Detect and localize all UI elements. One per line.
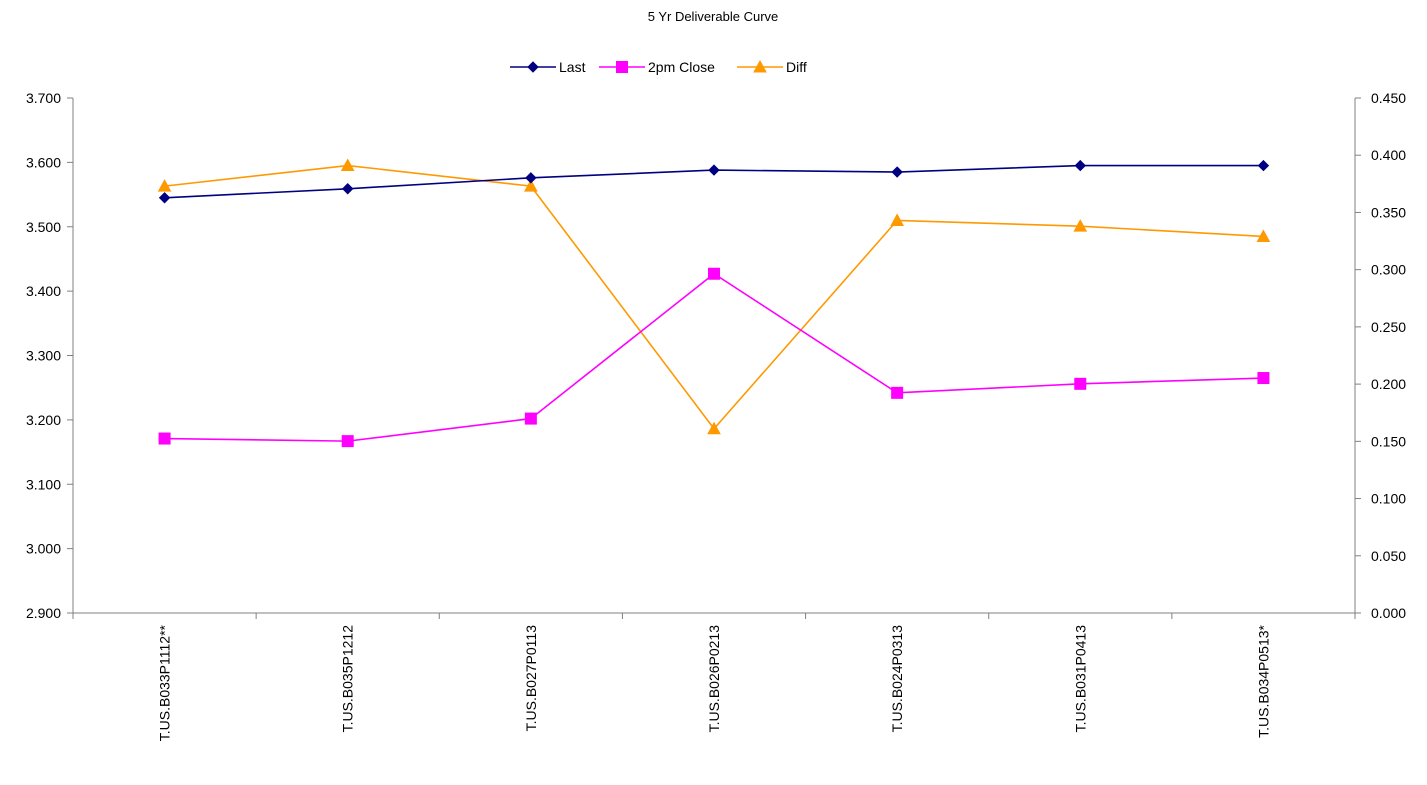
- x-tick-label: T.US.B035P1212: [340, 625, 356, 733]
- legend-label: Last: [559, 59, 586, 75]
- data-point: [342, 183, 354, 195]
- left-tick-label: 3.000: [26, 541, 61, 557]
- chart-title: 5 Yr Deliverable Curve: [648, 9, 779, 24]
- right-tick-label: 0.350: [1371, 204, 1406, 220]
- data-point: [1257, 159, 1270, 172]
- left-tick-label: 3.600: [26, 154, 61, 170]
- legend-marker: [527, 61, 539, 73]
- data-point: [707, 421, 721, 435]
- axes: 2.900 3.000 3.100 3.200 3.300 3.400 3.500 3.600…: [26, 90, 1406, 741]
- legend-item: Last: [510, 59, 586, 75]
- data-point: [891, 166, 903, 178]
- legend-item: Diff: [737, 59, 807, 75]
- data-point: [340, 158, 355, 172]
- right-tick-label: 0.150: [1371, 433, 1406, 449]
- legend-marker: [753, 59, 767, 73]
- right-tick-label: 0.050: [1371, 548, 1406, 564]
- x-tick-label: T.US.B031P0413: [1072, 625, 1088, 733]
- left-tick-label: 3.300: [26, 348, 61, 364]
- left-tick-label: 3.100: [26, 476, 61, 492]
- data-point: [158, 192, 171, 204]
- left-tick-label: 2.900: [26, 605, 61, 621]
- data-point: [890, 213, 904, 226]
- series-last: [158, 159, 1270, 204]
- data-point: [1257, 372, 1270, 385]
- data-point: [524, 412, 537, 425]
- data-point: [1073, 219, 1088, 232]
- left-tick-label: 3.200: [26, 412, 61, 428]
- legend: Last 2pm Close Diff: [510, 59, 807, 75]
- x-tick-label: T.US.B027P0113: [523, 625, 539, 732]
- left-tick-label: 3.400: [26, 283, 61, 299]
- data-point: [708, 267, 720, 280]
- x-tick-label: T.US.B024P0313: [889, 625, 905, 733]
- data-point: [708, 164, 720, 176]
- series-2pm-close: [158, 267, 1270, 448]
- data-point: [891, 386, 904, 399]
- series-layer: [157, 158, 1271, 448]
- series-line: [164, 164, 1264, 431]
- data-point: [1074, 377, 1087, 390]
- left-tick-label: 3.500: [26, 219, 61, 235]
- right-tick-label: 0.250: [1371, 319, 1406, 335]
- data-point: [1256, 229, 1271, 242]
- data-point: [525, 172, 537, 184]
- data-point: [341, 435, 354, 448]
- legend-label: Diff: [786, 59, 807, 75]
- series-diff: [157, 158, 1271, 435]
- right-tick-label: 0.400: [1371, 147, 1406, 163]
- data-point: [158, 432, 171, 445]
- right-tick-label: 0.100: [1371, 491, 1406, 507]
- legend-item: 2pm Close: [599, 59, 715, 75]
- right-tick-label: 0.200: [1371, 376, 1406, 392]
- series-line: [164, 272, 1264, 442]
- data-point: [1074, 159, 1086, 172]
- x-tick-label: T.US.B026P0213: [706, 625, 722, 733]
- x-tick-label: T.US.B034P0513*: [1255, 624, 1271, 737]
- data-point: [157, 179, 172, 192]
- legend-label: 2pm Close: [648, 59, 715, 75]
- right-tick-label: 0.000: [1371, 605, 1406, 621]
- left-tick-label: 3.700: [26, 90, 61, 106]
- data-point: [524, 179, 538, 192]
- right-tick-label: 0.300: [1371, 262, 1406, 278]
- right-tick-label: 0.450: [1371, 90, 1406, 106]
- x-tick-label: T.US.B033P1112**: [157, 624, 173, 741]
- legend-marker: [616, 61, 628, 73]
